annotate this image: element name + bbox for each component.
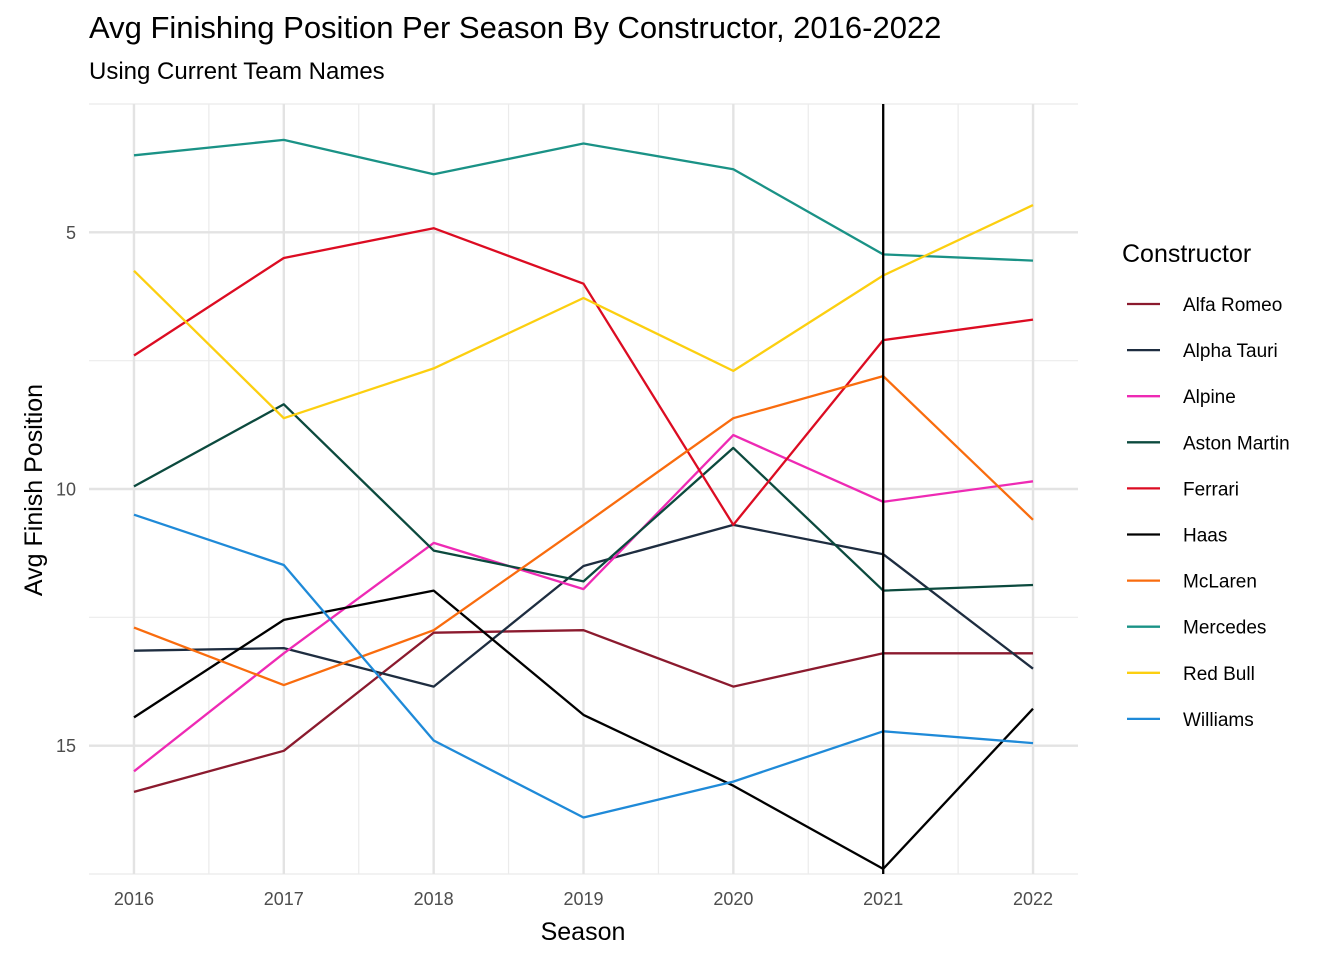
chart-subtitle: Using Current Team Names — [89, 58, 385, 85]
legend-title: Constructor — [1122, 240, 1251, 268]
legend-label-alpine: Alpine — [1183, 387, 1236, 408]
legend-label-alpha-tauri: Alpha Tauri — [1183, 341, 1278, 362]
legend-items: Alfa Romeo Alpha Tauri Alpine Aston Martin F… — [1127, 295, 1290, 731]
y-tick-label: 15 — [56, 736, 76, 756]
legend-label-red-bull: Red Bull — [1183, 664, 1255, 685]
y-tick-label: 10 — [56, 480, 76, 500]
x-tick-label: 2019 — [563, 889, 603, 909]
chart-title: Avg Finishing Position Per Season By Con… — [89, 10, 942, 45]
legend-label-mercedes: Mercedes — [1183, 618, 1266, 639]
y-axis-title: Avg Finish Position — [20, 384, 48, 596]
legend-label-haas: Haas — [1183, 526, 1227, 547]
x-tick-label: 2021 — [863, 889, 903, 909]
y-tick-labels: 5 10 15 — [56, 223, 76, 756]
x-tick-label: 2022 — [1013, 889, 1053, 909]
legend-label-mclaren: McLaren — [1183, 572, 1257, 593]
x-axis-title: Season — [541, 918, 626, 946]
y-tick-label: 5 — [66, 223, 76, 243]
legend-label-alfa-romeo: Alfa Romeo — [1183, 295, 1282, 316]
x-tick-label: 2017 — [264, 889, 304, 909]
x-tick-label: 2016 — [114, 889, 154, 909]
legend-label-williams: Williams — [1183, 710, 1254, 731]
x-tick-label: 2018 — [414, 889, 454, 909]
legend-label-ferrari: Ferrari — [1183, 479, 1239, 500]
grid-major — [89, 104, 1078, 874]
x-tick-labels: 2016 2017 2018 2019 2020 2021 2022 — [114, 889, 1053, 909]
legend-label-aston-martin: Aston Martin — [1183, 433, 1290, 454]
x-tick-label: 2020 — [713, 889, 753, 909]
